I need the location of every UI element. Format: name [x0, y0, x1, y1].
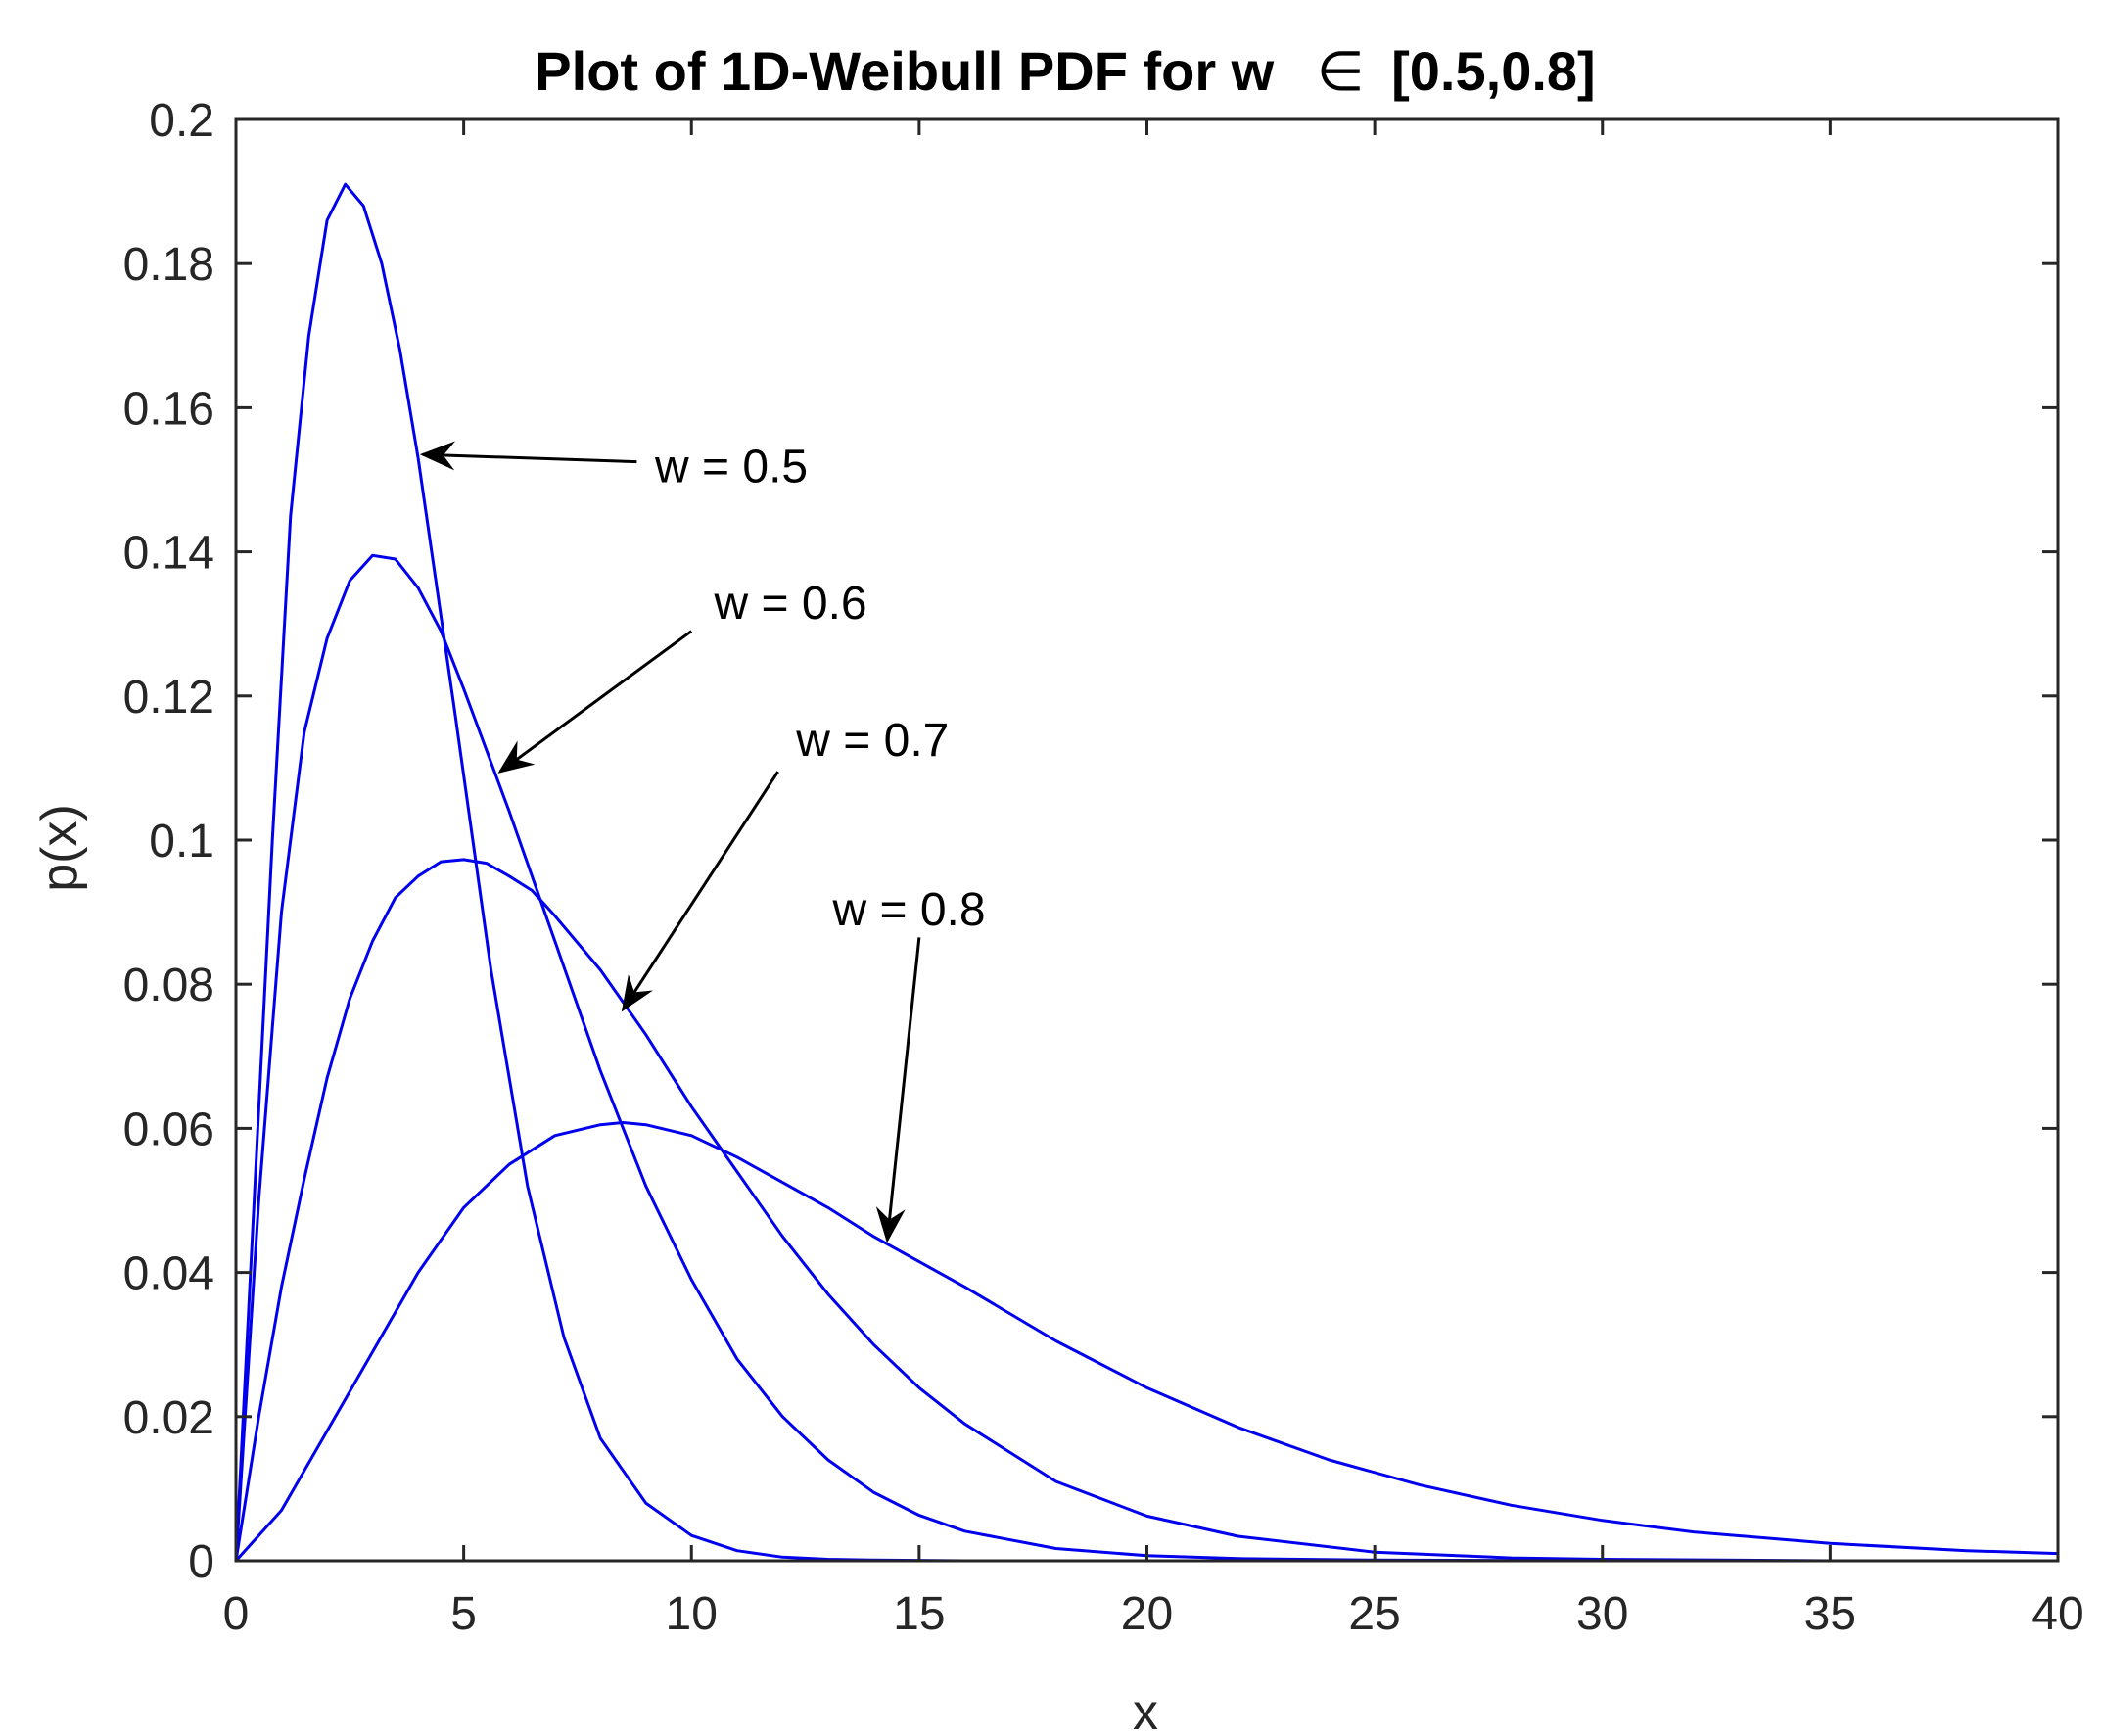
x-tick-label: 30	[1576, 1588, 1628, 1640]
x-axis-label: x	[1133, 1684, 1158, 1736]
series-line-3	[234, 858, 2058, 1563]
annotation-label-1: w = 0.5	[654, 441, 808, 493]
annotation-label-3: w = 0.7	[795, 715, 949, 767]
y-tick-label: 0.12	[123, 672, 214, 724]
chart-title-prefix: Plot of 1D-Weibull PDF for w	[535, 40, 1274, 102]
y-tick-label: 0.06	[123, 1103, 214, 1155]
annotation-arrow-4	[875, 937, 921, 1243]
x-tick-label: 5	[450, 1588, 477, 1640]
y-tick-label: 0.08	[123, 960, 214, 1011]
y-tick-label: 0.04	[123, 1248, 214, 1300]
x-tick-label: 25	[1348, 1588, 1400, 1640]
series-line-2	[234, 553, 2058, 1563]
series-layer	[234, 182, 2059, 1563]
series-line-1	[234, 182, 2058, 1563]
x-tick-label: 15	[893, 1588, 945, 1640]
x-tick-label: 35	[1804, 1588, 1856, 1640]
y-tick-label: 0.1	[149, 816, 214, 868]
chart-title: Plot of 1D-Weibull PDF for w ∈ [0.5,0.8]	[535, 40, 1595, 102]
annotation-label-4: w = 0.8	[831, 884, 985, 936]
y-tick-label: 0.02	[123, 1392, 214, 1444]
x-tick-label: 20	[1121, 1588, 1173, 1640]
annotation-label-2: w = 0.6	[714, 578, 867, 630]
annotation-arrow-2	[497, 630, 693, 774]
y-tick-label: 0.18	[123, 239, 214, 291]
annotation-arrow-1	[419, 441, 637, 471]
x-tick-label: 40	[2031, 1588, 2083, 1640]
y-tick-label: 0	[188, 1536, 214, 1588]
chart-title-symbol: ∈	[1317, 40, 1365, 102]
y-tick-label: 0.2	[149, 95, 214, 147]
annotation-arrow-3	[621, 771, 779, 1012]
axes-layer: 0 5 10 15 20 25 30 35 40 0 0.02 0.04 0.06 0.08 0.1 0.12…	[123, 95, 2084, 1640]
x-tick-label: 0	[223, 1588, 250, 1640]
y-tick-label: 0.16	[123, 383, 214, 435]
plot-frame	[234, 117, 2060, 1563]
annotation-layer: w = 0.5 w = 0.6 w = 0.7 w = 0.8	[419, 441, 986, 1243]
y-axis-label: p(x)	[31, 804, 88, 892]
chart-title-suffix: [0.5,0.8]	[1391, 40, 1596, 102]
series-line-4	[234, 1121, 2059, 1563]
x-tick-label: 10	[666, 1588, 718, 1640]
y-tick-label: 0.14	[123, 528, 214, 580]
